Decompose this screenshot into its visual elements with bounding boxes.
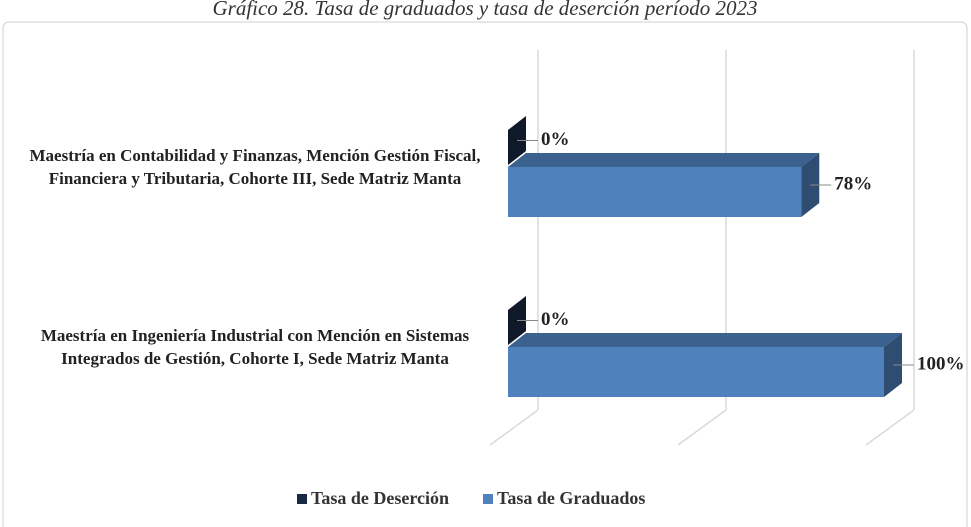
value-label: 100%: [917, 353, 965, 374]
value-label: 78%: [834, 173, 872, 194]
legend-swatch: [297, 494, 307, 504]
category-label: Maestría en Contabilidad y Finanzas, Men…: [29, 146, 481, 188]
value-label: 0%: [541, 309, 570, 330]
bar-top: [508, 153, 820, 167]
bar-front: [508, 347, 884, 397]
bar: [508, 333, 902, 397]
grid-line-floor: [865, 409, 915, 446]
legend-swatch: [483, 494, 493, 504]
chart-title: Gráfico 28. Tasa de graduados y tasa de …: [212, 0, 757, 20]
category-label: Maestría en Ingeniería Industrial con Me…: [40, 326, 470, 368]
bar-front: [508, 167, 802, 217]
grid-line-floor: [489, 409, 539, 446]
legend-label: Tasa de Graduados: [497, 488, 645, 508]
grid-line: [865, 50, 915, 446]
value-label: 0%: [541, 129, 570, 150]
chart-border: [2, 21, 968, 527]
grid-line-floor: [677, 409, 727, 446]
bar: [508, 153, 820, 217]
legend-label: Tasa de Deserción: [311, 488, 449, 508]
bar-top: [508, 333, 902, 347]
